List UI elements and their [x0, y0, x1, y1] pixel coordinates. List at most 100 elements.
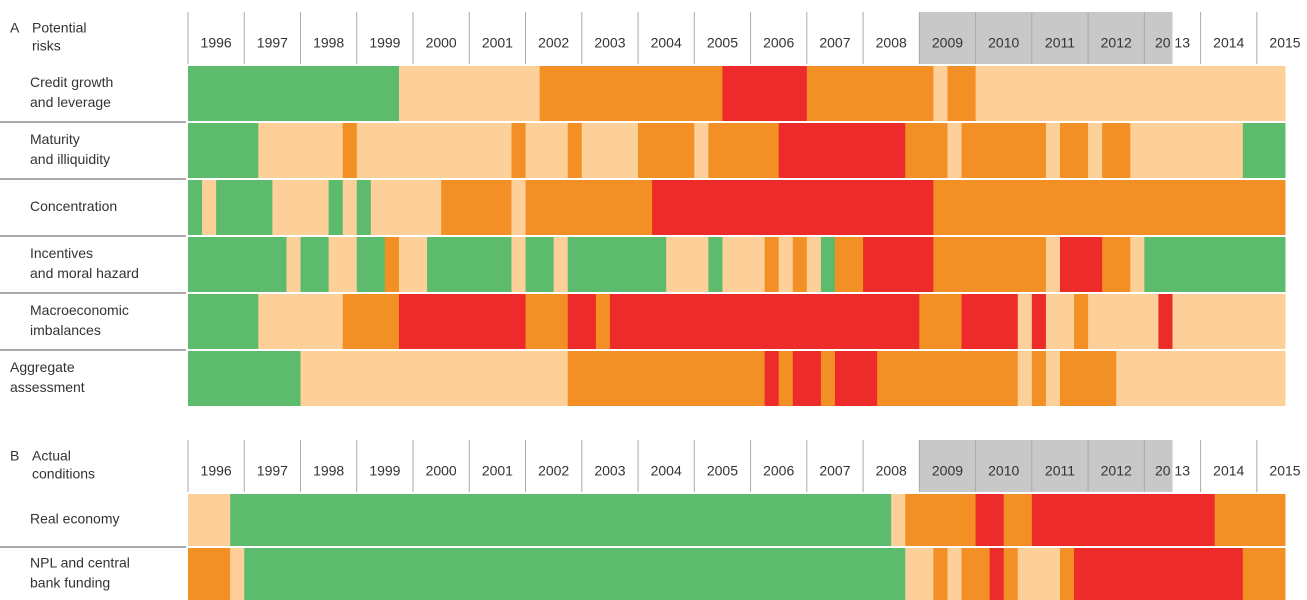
risk-segment — [877, 351, 1019, 406]
year-label: 20 13 — [1155, 463, 1190, 479]
risk-segment — [834, 351, 878, 406]
row-label: Maturity — [30, 131, 80, 147]
risk-segment — [384, 237, 400, 292]
year-label: 2001 — [482, 35, 513, 51]
year-label: 2009 — [932, 463, 963, 479]
risk-segment — [1242, 123, 1286, 178]
risk-segment — [1130, 237, 1145, 292]
year-label: 2007 — [819, 35, 850, 51]
risk-segment — [188, 494, 231, 546]
year-label: 2008 — [876, 35, 907, 51]
risk-segment — [905, 548, 934, 600]
risk-segment — [778, 351, 794, 406]
year-label: 1998 — [313, 463, 344, 479]
risk-segment — [230, 494, 892, 546]
risk-segment — [652, 180, 934, 235]
row-label: and leverage — [30, 94, 111, 110]
risk-segment — [820, 237, 836, 292]
risk-segment — [933, 180, 1286, 235]
risk-segment — [342, 294, 400, 349]
year-label: 2010 — [988, 463, 1019, 479]
risk-segment — [356, 180, 372, 235]
risk-segment — [1158, 294, 1173, 349]
risk-segment — [300, 237, 330, 292]
risk-segment — [202, 180, 217, 235]
risk-segment — [188, 237, 287, 292]
risk-segment — [328, 237, 358, 292]
year-label: 2015 — [1269, 463, 1300, 479]
risk-segment — [722, 66, 808, 121]
risk-segment — [1242, 548, 1286, 600]
row-label: imbalances — [30, 322, 101, 338]
risk-segment — [975, 66, 1286, 121]
risk-segment — [398, 237, 428, 292]
risk-segment — [1045, 294, 1075, 349]
risk-segment — [666, 237, 709, 292]
risk-segment — [356, 123, 512, 178]
risk-segment — [525, 237, 555, 292]
year-label: 2002 — [538, 35, 569, 51]
risk-segment — [553, 237, 569, 292]
risk-segment — [1045, 351, 1061, 406]
risk-segment — [188, 548, 231, 600]
risk-segment — [778, 123, 906, 178]
year-label: 2004 — [651, 463, 682, 479]
risk-segment — [975, 494, 1005, 546]
panel-title: Actual — [32, 448, 71, 464]
risk-segment — [567, 351, 766, 406]
risk-segment — [778, 237, 794, 292]
row-label: assessment — [10, 379, 85, 395]
risk-segment — [567, 237, 667, 292]
risk-segment — [1088, 123, 1103, 178]
panel-letter: A — [10, 20, 20, 36]
risk-segment — [863, 237, 934, 292]
risk-segment — [1017, 548, 1061, 600]
row-label: Real economy — [30, 511, 120, 527]
risk-segment — [511, 237, 527, 292]
risk-segment — [961, 123, 1047, 178]
risk-segment — [539, 66, 723, 121]
risk-segment — [764, 351, 780, 406]
risk-segment — [834, 237, 864, 292]
risk-segment — [722, 237, 766, 292]
year-label: 2003 — [594, 463, 625, 479]
risk-segment — [947, 123, 963, 178]
risk-segment — [792, 351, 822, 406]
year-label: 2006 — [763, 35, 794, 51]
risk-segment — [961, 294, 1019, 349]
risk-segment — [947, 548, 963, 600]
row-label: Concentration — [30, 198, 117, 214]
risk-segment — [1045, 237, 1061, 292]
risk-segment — [764, 237, 780, 292]
risk-segment — [905, 123, 948, 178]
risk-segment — [933, 237, 1047, 292]
risk-segment — [427, 237, 512, 292]
year-label: 2001 — [482, 463, 513, 479]
row-label: NPL and central — [30, 555, 130, 571]
risk-segment — [1059, 123, 1089, 178]
year-label: 1999 — [369, 35, 400, 51]
risk-segment — [1017, 351, 1033, 406]
row-label: Macroeconomic — [30, 302, 129, 318]
year-label: 2000 — [426, 35, 457, 51]
risk-segment — [1144, 237, 1286, 292]
row-label: Credit growth — [30, 74, 113, 90]
risk-segment — [1214, 494, 1286, 546]
risk-segment — [328, 180, 344, 235]
row-label: Aggregate — [10, 359, 75, 375]
risk-segment — [188, 66, 400, 121]
risk-segment — [989, 548, 1005, 600]
risk-segment — [947, 66, 977, 121]
risk-segment — [525, 180, 653, 235]
year-label: 20 13 — [1155, 35, 1190, 51]
risk-segment — [933, 66, 948, 121]
risk-segment — [398, 66, 541, 121]
row-label: and moral hazard — [30, 265, 139, 281]
risk-segment — [258, 123, 344, 178]
year-label: 2004 — [651, 35, 682, 51]
year-label: 2002 — [538, 463, 569, 479]
risk-segment — [1003, 494, 1033, 546]
risk-segment — [1031, 494, 1216, 546]
risk-segment — [1074, 294, 1089, 349]
